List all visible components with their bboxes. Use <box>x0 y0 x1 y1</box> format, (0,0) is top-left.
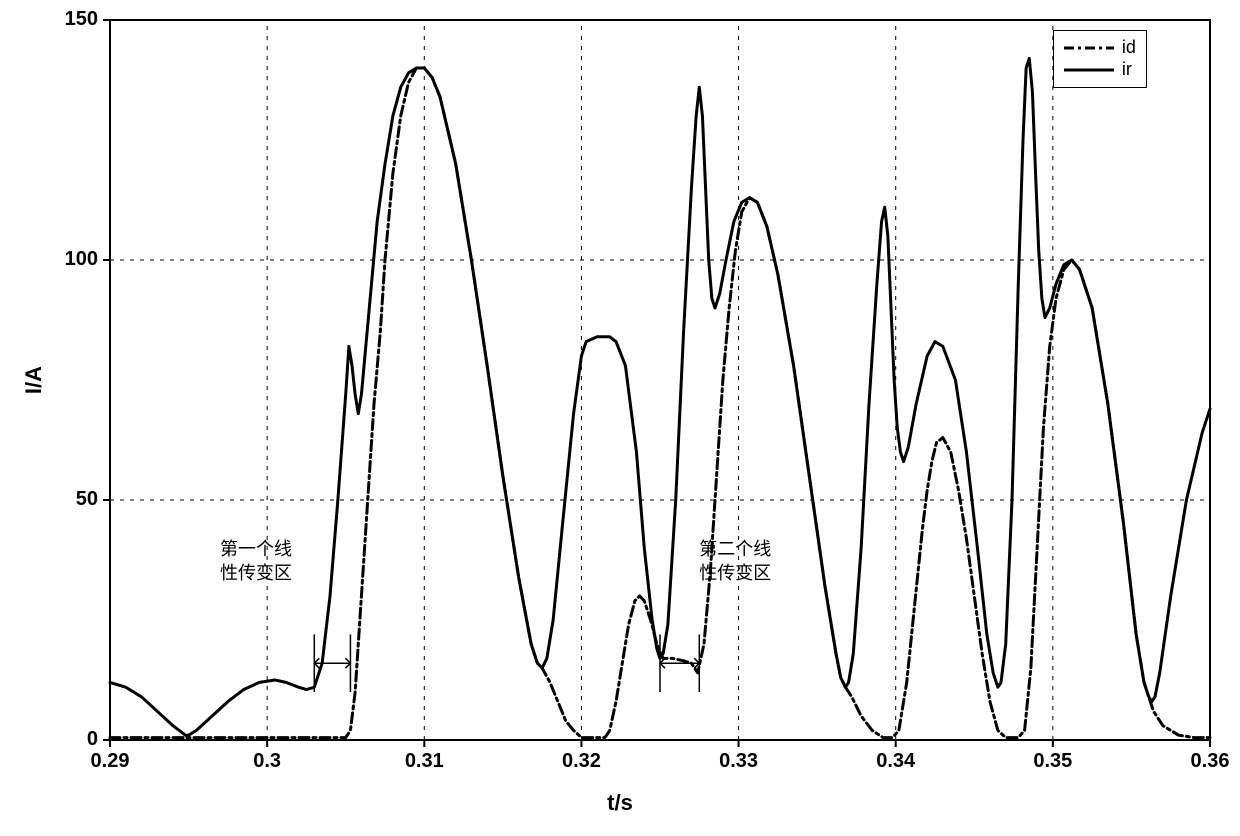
legend-swatch-ir <box>1064 60 1114 80</box>
legend: id ir <box>1053 30 1147 88</box>
legend-label-ir: ir <box>1122 59 1132 80</box>
series-ir <box>110 58 1210 735</box>
legend-item-ir: ir <box>1064 59 1136 81</box>
legend-swatch-id <box>1064 38 1114 58</box>
figure: I/A t/s 0.290.30.310.320.330.340.350.36 … <box>0 0 1240 836</box>
legend-label-id: id <box>1122 37 1136 58</box>
annotation-label-2: 第二个线 性传变区 <box>699 538 771 585</box>
legend-item-id: id <box>1064 37 1136 59</box>
plot-area <box>0 0 1240 836</box>
annotation-label-1: 第一个线 性传变区 <box>220 538 292 585</box>
